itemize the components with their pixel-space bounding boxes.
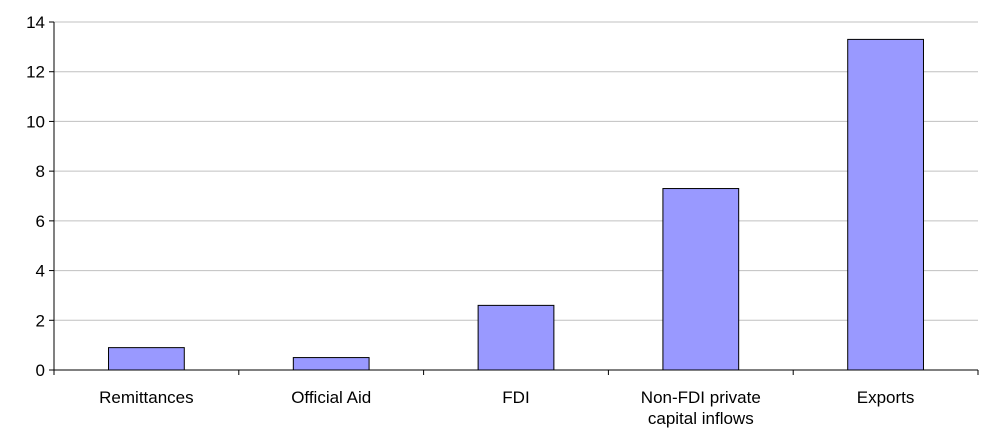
y-tick-label: 10 bbox=[26, 112, 45, 131]
x-category-label: capital inflows bbox=[648, 409, 754, 428]
x-category-label: FDI bbox=[502, 388, 529, 407]
x-category-label: Exports bbox=[857, 388, 915, 407]
x-category-label: Official Aid bbox=[291, 388, 371, 407]
bar-4 bbox=[847, 38, 924, 371]
y-tick-label: 4 bbox=[36, 262, 45, 281]
bar-3 bbox=[662, 188, 740, 371]
bars bbox=[108, 38, 924, 371]
x-category-labels: Remittances Official Aid FDI Non-FDI privat… bbox=[99, 388, 914, 428]
y-tick-label: 2 bbox=[36, 311, 45, 330]
y-tick-labels: 0 2 4 6 8 10 12 14 bbox=[26, 13, 45, 380]
y-tick-label: 8 bbox=[36, 162, 45, 181]
bar-0 bbox=[108, 347, 185, 371]
y-tick-label: 6 bbox=[36, 212, 45, 231]
x-category-label: Remittances bbox=[99, 388, 193, 407]
bar-1 bbox=[292, 357, 370, 371]
bar-2 bbox=[477, 304, 555, 371]
y-tick-label: 14 bbox=[26, 13, 45, 32]
y-tick-label: 0 bbox=[36, 361, 45, 380]
gridlines bbox=[54, 21, 978, 321]
y-tick-label: 12 bbox=[26, 63, 45, 82]
axes bbox=[49, 21, 979, 375]
x-category-label: Non-FDI private bbox=[641, 388, 761, 407]
